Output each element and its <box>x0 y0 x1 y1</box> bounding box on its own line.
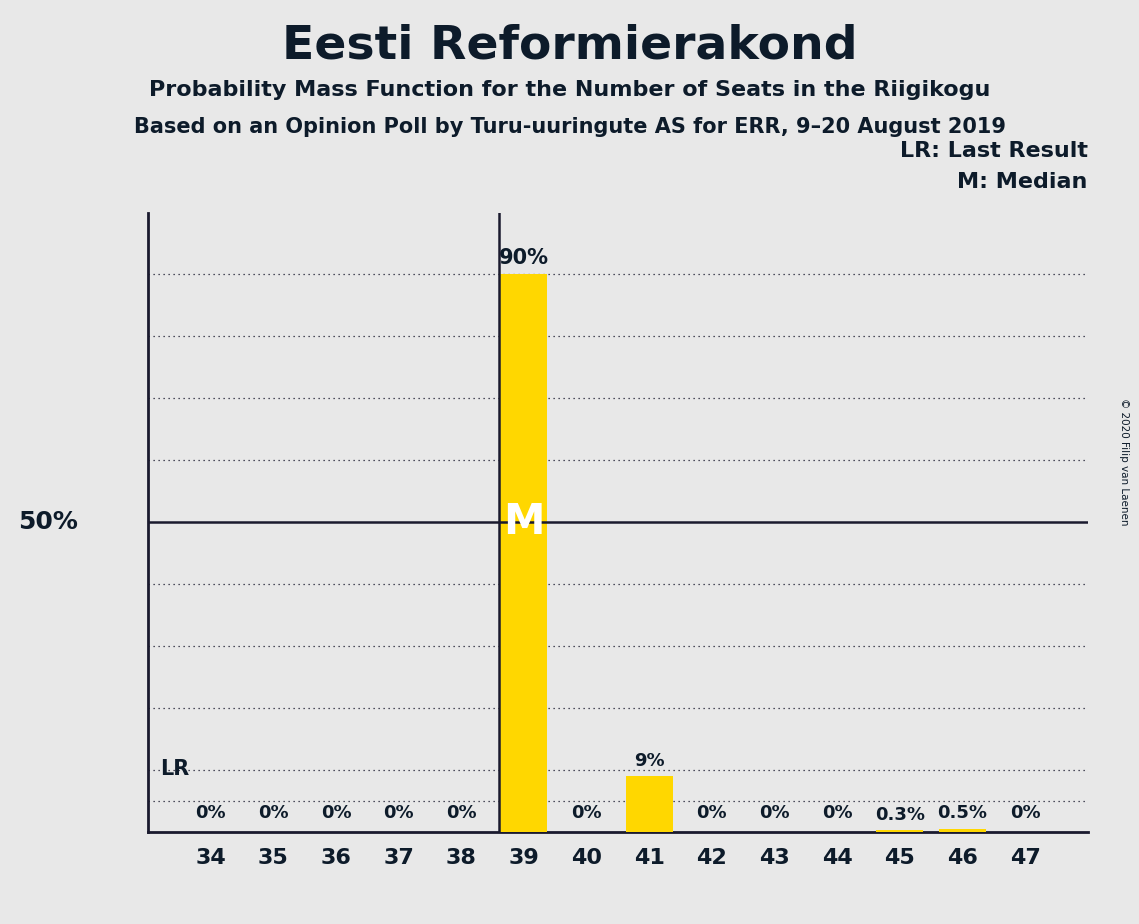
Bar <box>876 830 924 832</box>
Text: 0%: 0% <box>384 804 413 822</box>
Text: 9%: 9% <box>634 752 664 770</box>
Bar <box>500 274 548 832</box>
Text: LR: Last Result: LR: Last Result <box>900 141 1088 162</box>
Text: 50%: 50% <box>18 510 77 534</box>
Bar <box>625 776 673 832</box>
Text: 90%: 90% <box>499 249 549 268</box>
Text: M: M <box>503 501 544 543</box>
Text: 0%: 0% <box>760 804 789 822</box>
Text: 0%: 0% <box>572 804 601 822</box>
Text: Probability Mass Function for the Number of Seats in the Riigikogu: Probability Mass Function for the Number… <box>149 80 990 101</box>
Text: Based on an Opinion Poll by Turu-uuringute AS for ERR, 9–20 August 2019: Based on an Opinion Poll by Turu-uuringu… <box>133 117 1006 138</box>
Text: 0.3%: 0.3% <box>875 806 925 823</box>
Text: M: Median: M: Median <box>958 172 1088 192</box>
Text: LR: LR <box>161 759 190 779</box>
Text: 0%: 0% <box>446 804 476 822</box>
Text: 0%: 0% <box>822 804 852 822</box>
Text: 0%: 0% <box>697 804 727 822</box>
Text: 0%: 0% <box>196 804 226 822</box>
Bar <box>939 829 986 832</box>
Text: 0%: 0% <box>259 804 288 822</box>
Text: Eesti Reformierakond: Eesti Reformierakond <box>281 23 858 68</box>
Text: © 2020 Filip van Laenen: © 2020 Filip van Laenen <box>1120 398 1129 526</box>
Text: 0%: 0% <box>321 804 351 822</box>
Text: 0%: 0% <box>1010 804 1040 822</box>
Text: 0.5%: 0.5% <box>937 804 988 822</box>
